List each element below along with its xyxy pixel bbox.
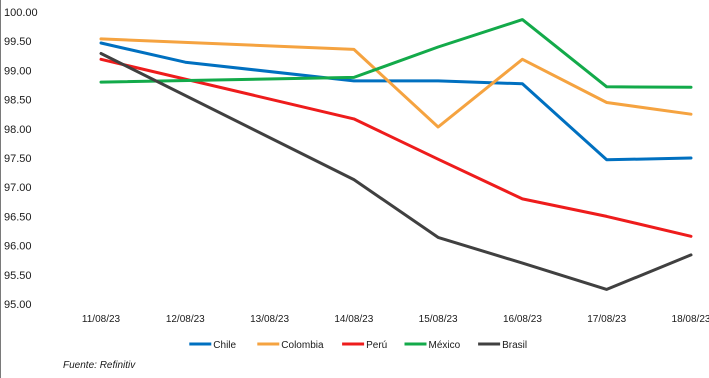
y-tick-label: 95.50 xyxy=(4,270,32,282)
source-note: Fuente: Refinitiv xyxy=(63,360,136,371)
y-tick-label: 98.50 xyxy=(4,95,32,107)
x-tick-label: 18/08/23 xyxy=(672,314,709,325)
y-tick-label: 100.00 xyxy=(4,7,38,19)
legend-label: Chile xyxy=(213,340,236,351)
series-line-colombia xyxy=(99,37,693,129)
y-tick-label: 95.00 xyxy=(4,299,32,311)
y-tick-label: 96.50 xyxy=(4,211,32,223)
y-tick-label: 97.50 xyxy=(4,153,32,165)
series-line-chile xyxy=(99,41,693,162)
x-tick-label: 12/08/23 xyxy=(166,314,205,325)
x-tick-label: 11/08/23 xyxy=(82,314,121,325)
series-line-peru xyxy=(99,57,693,238)
x-tick-label: 17/08/23 xyxy=(587,314,626,325)
legend: Chile Colombia Perú México Brasil xyxy=(189,340,527,351)
x-tick-label: 14/08/23 xyxy=(334,314,373,325)
legend-label: México xyxy=(429,340,461,351)
series-lines xyxy=(99,18,693,291)
series-line-mexico xyxy=(99,18,693,89)
legend-label: Colombia xyxy=(281,340,324,351)
y-axis-ticks: 95.00 95.50 96.00 96.50 97.00 97.50 98.00 98.50… xyxy=(4,7,38,311)
x-axis-ticks: 11/08/23 12/08/23 13/08/23 14/08/23 15/08/23… xyxy=(82,314,709,325)
legend-label: Perú xyxy=(366,340,387,351)
legend-label: Brasil xyxy=(502,340,527,351)
y-tick-label: 99.00 xyxy=(4,65,32,77)
y-tick-label: 99.50 xyxy=(4,36,32,48)
x-tick-label: 15/08/23 xyxy=(419,314,458,325)
x-tick-label: 16/08/23 xyxy=(503,314,542,325)
y-tick-label: 98.00 xyxy=(4,124,32,136)
x-tick-label: 13/08/23 xyxy=(250,314,289,325)
y-tick-label: 96.00 xyxy=(4,241,32,253)
y-tick-label: 97.00 xyxy=(4,182,32,194)
series-line-brasil xyxy=(99,52,693,291)
